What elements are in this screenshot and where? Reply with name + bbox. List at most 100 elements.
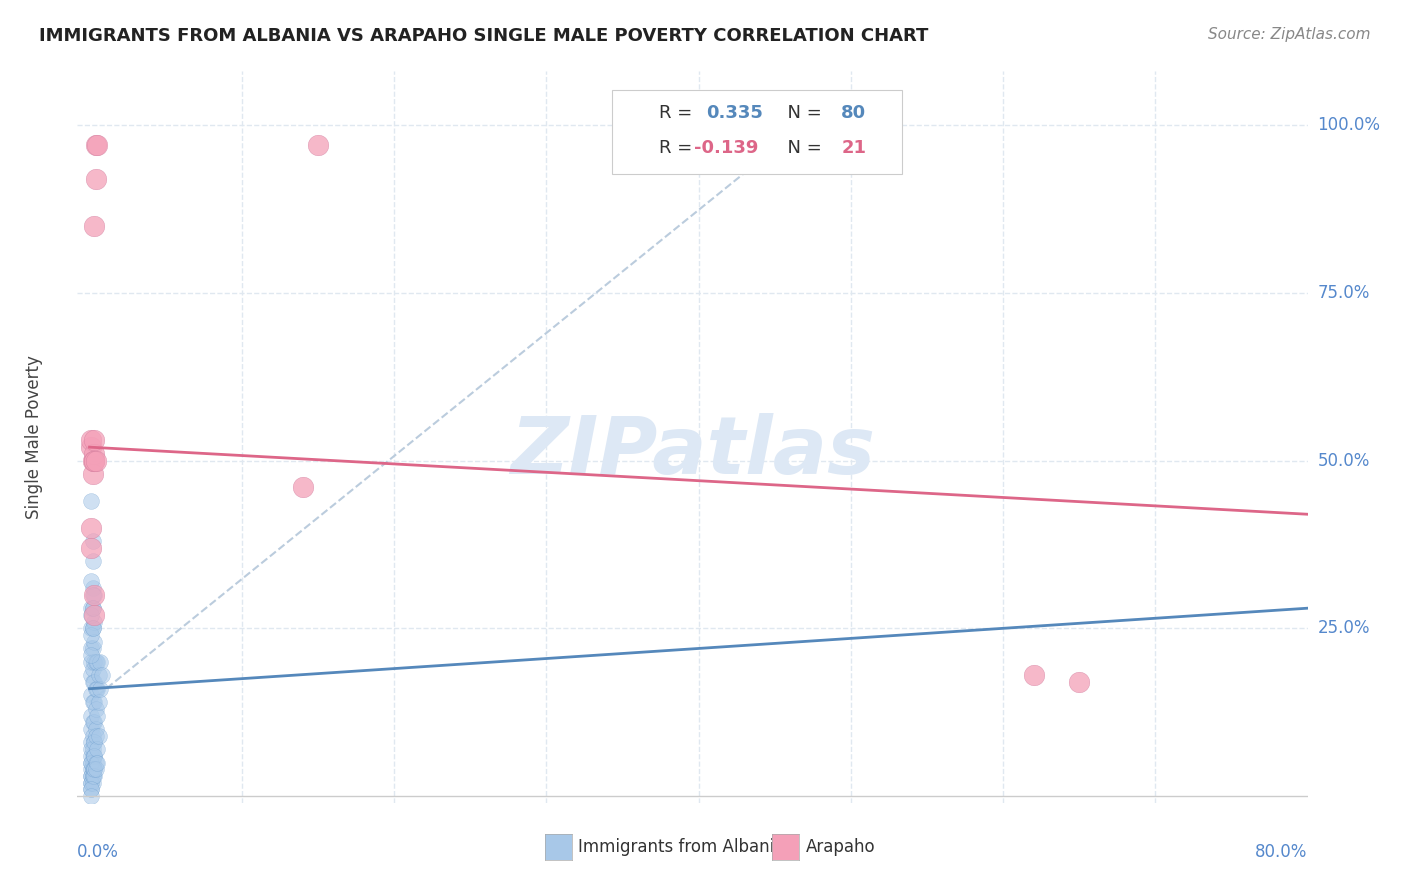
- Point: [82, 534, 104, 549]
- Point: [80, 782, 103, 797]
- Point: [82, 621, 104, 635]
- Text: N =: N =: [776, 104, 828, 122]
- Point: [307, 138, 329, 153]
- Point: [84, 756, 107, 770]
- Text: IMMIGRANTS FROM ALBANIA VS ARAPAHO SINGLE MALE POVERTY CORRELATION CHART: IMMIGRANTS FROM ALBANIA VS ARAPAHO SINGL…: [39, 27, 929, 45]
- Text: N =: N =: [776, 139, 828, 157]
- Point: [82, 601, 104, 615]
- FancyBboxPatch shape: [613, 90, 901, 174]
- Point: [84, 171, 107, 186]
- Point: [80, 493, 103, 508]
- Point: [291, 480, 314, 494]
- Point: [86, 655, 108, 669]
- Point: [83, 453, 105, 467]
- Text: 50.0%: 50.0%: [1317, 451, 1369, 469]
- Point: [80, 722, 103, 736]
- Point: [84, 681, 107, 696]
- Point: [83, 748, 105, 763]
- Point: [80, 689, 103, 703]
- Point: [80, 668, 103, 682]
- Point: [82, 742, 104, 756]
- Point: [84, 453, 107, 467]
- Text: R =: R =: [659, 104, 699, 122]
- Point: [83, 675, 105, 690]
- Point: [80, 628, 103, 642]
- Point: [80, 574, 103, 589]
- Point: [82, 641, 104, 656]
- Point: [83, 615, 105, 629]
- Point: [82, 769, 104, 783]
- Point: [82, 695, 104, 709]
- Point: [80, 769, 103, 783]
- Point: [1022, 668, 1045, 682]
- Point: [80, 756, 103, 770]
- Point: [83, 762, 105, 776]
- Point: [82, 601, 104, 615]
- Point: [86, 756, 108, 770]
- Point: [82, 756, 104, 770]
- Text: 25.0%: 25.0%: [1317, 619, 1369, 637]
- Point: [83, 453, 105, 467]
- Point: [86, 681, 108, 696]
- Point: [82, 769, 104, 783]
- Point: [84, 655, 107, 669]
- Point: [82, 662, 104, 676]
- Point: [80, 521, 103, 535]
- Point: [84, 722, 107, 736]
- Point: [82, 715, 104, 730]
- Point: [83, 447, 105, 461]
- Text: 100.0%: 100.0%: [1317, 116, 1381, 134]
- Point: [82, 729, 104, 743]
- Point: [80, 621, 103, 635]
- Point: [80, 708, 103, 723]
- Point: [82, 467, 104, 481]
- Point: [86, 708, 108, 723]
- Point: [82, 554, 104, 568]
- Point: [86, 742, 108, 756]
- Point: [83, 715, 105, 730]
- Text: -0.139: -0.139: [693, 139, 758, 157]
- Text: 0.335: 0.335: [706, 104, 763, 122]
- Point: [87, 729, 110, 743]
- Point: [83, 735, 105, 749]
- Point: [80, 434, 103, 448]
- Point: [86, 138, 108, 153]
- Point: [80, 756, 103, 770]
- Point: [80, 735, 103, 749]
- Point: [80, 775, 103, 789]
- Point: [80, 541, 103, 555]
- Point: [83, 434, 105, 448]
- Text: 75.0%: 75.0%: [1317, 284, 1369, 301]
- Point: [84, 762, 107, 776]
- Point: [80, 742, 103, 756]
- Point: [1069, 675, 1091, 690]
- Point: [87, 668, 110, 682]
- Point: [80, 648, 103, 662]
- Text: R =: R =: [659, 139, 699, 157]
- Point: [83, 735, 105, 749]
- Point: [82, 675, 104, 690]
- Point: [89, 681, 111, 696]
- Point: [83, 655, 105, 669]
- Point: [83, 607, 105, 622]
- Point: [82, 453, 104, 467]
- Point: [80, 601, 103, 615]
- Point: [80, 641, 103, 656]
- Point: [82, 762, 104, 776]
- Point: [84, 138, 107, 153]
- Point: [84, 702, 107, 716]
- Point: [82, 581, 104, 595]
- Point: [90, 668, 112, 682]
- Point: [82, 775, 104, 789]
- Point: [80, 782, 103, 797]
- Text: 80.0%: 80.0%: [1256, 843, 1308, 861]
- Text: ZIPatlas: ZIPatlas: [510, 413, 875, 491]
- Text: Arapaho: Arapaho: [806, 838, 876, 855]
- Point: [82, 588, 104, 602]
- Point: [80, 607, 103, 622]
- Text: Source: ZipAtlas.com: Source: ZipAtlas.com: [1208, 27, 1371, 42]
- Text: 80: 80: [841, 104, 866, 122]
- Point: [83, 695, 105, 709]
- Text: 21: 21: [841, 139, 866, 157]
- Point: [82, 748, 104, 763]
